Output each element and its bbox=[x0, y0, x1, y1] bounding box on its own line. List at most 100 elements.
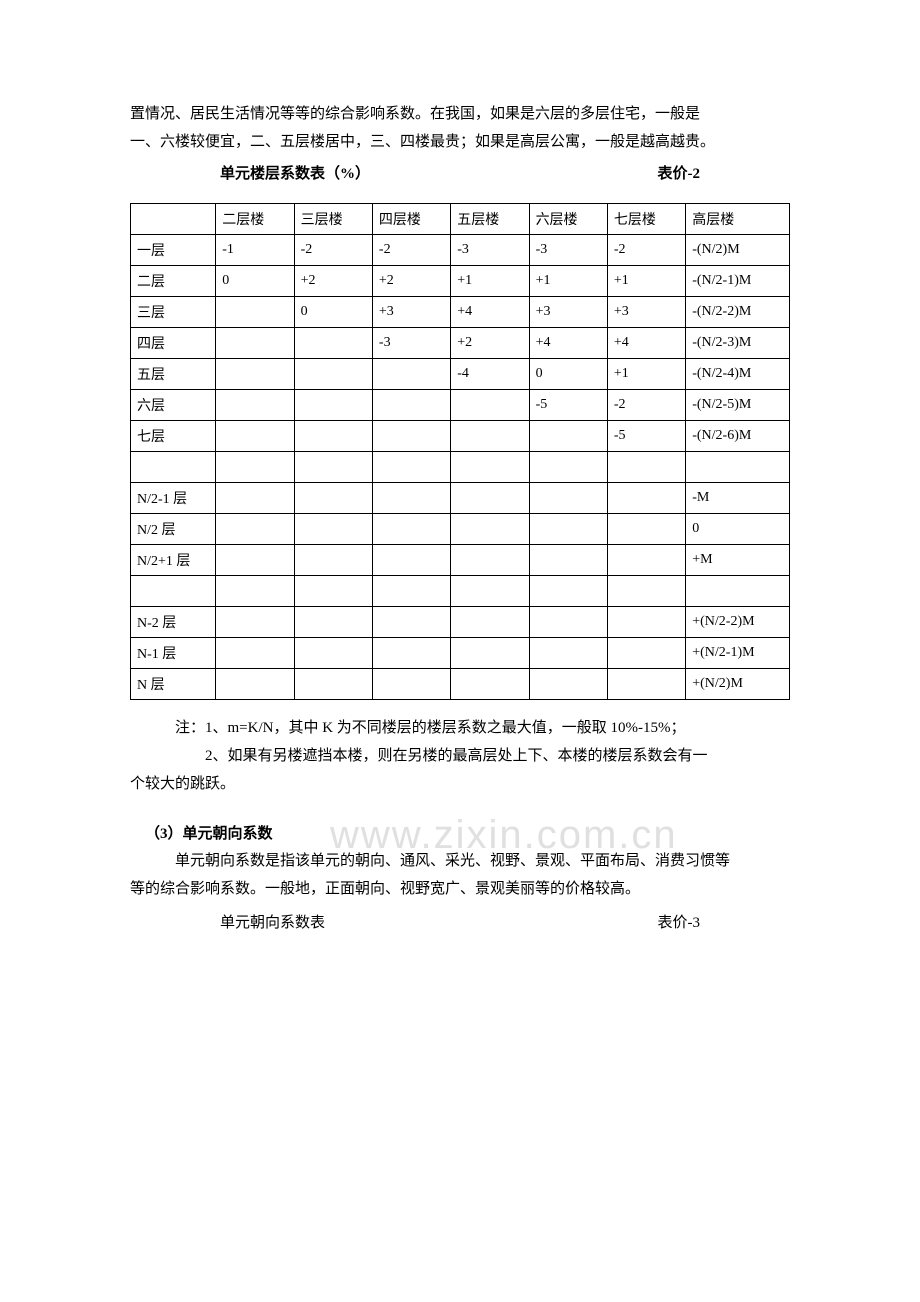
table-cell bbox=[216, 638, 294, 669]
intro-line-1: 置情况、居民生活情况等等的综合影响系数。在我国，如果是六层的多层住宅，一般是 bbox=[130, 100, 790, 128]
table-cell bbox=[529, 638, 607, 669]
table-row: 七层-5-(N/2-6)M bbox=[131, 421, 790, 452]
table-cell bbox=[216, 483, 294, 514]
note-2a: 2、如果有另楼遮挡本楼，则在另楼的最高层处上下、本楼的楼层系数会有一 bbox=[130, 742, 790, 770]
table-cell bbox=[131, 452, 216, 483]
table-cell bbox=[216, 452, 294, 483]
table-cell bbox=[607, 514, 685, 545]
table-row: N/2 层0 bbox=[131, 514, 790, 545]
table-cell: +1 bbox=[607, 359, 685, 390]
table-header-cell: 三层楼 bbox=[294, 204, 372, 235]
table-cell bbox=[607, 638, 685, 669]
table-cell bbox=[216, 359, 294, 390]
table-cell bbox=[607, 452, 685, 483]
table-cell: -2 bbox=[372, 235, 450, 266]
table-cell: +(N/2-1)M bbox=[686, 638, 790, 669]
table-cell bbox=[372, 545, 450, 576]
table-cell: +3 bbox=[529, 297, 607, 328]
table-cell bbox=[294, 669, 372, 700]
table-cell bbox=[372, 452, 450, 483]
table-cell: -3 bbox=[529, 235, 607, 266]
table-cell: +1 bbox=[451, 266, 529, 297]
table-row: 二层0+2+2+1+1+1-(N/2-1)M bbox=[131, 266, 790, 297]
table-cell: -4 bbox=[451, 359, 529, 390]
table-cell bbox=[529, 514, 607, 545]
table-cell: +2 bbox=[372, 266, 450, 297]
table-cell: -(N/2-3)M bbox=[686, 328, 790, 359]
table-cell: +4 bbox=[451, 297, 529, 328]
table-row: 一层-1-2-2-3-3-2-(N/2)M bbox=[131, 235, 790, 266]
table-cell: -5 bbox=[529, 390, 607, 421]
table-cell: N-2 层 bbox=[131, 607, 216, 638]
table-cell bbox=[607, 669, 685, 700]
table-cell bbox=[451, 638, 529, 669]
table-cell bbox=[451, 607, 529, 638]
table-row: N 层 +(N/2)M bbox=[131, 669, 790, 700]
section3-p2: 等的综合影响系数。一般地，正面朝向、视野宽广、景观美丽等的价格较高。 bbox=[130, 875, 790, 903]
table-cell bbox=[216, 297, 294, 328]
table-cell: -2 bbox=[294, 235, 372, 266]
table-cell: -2 bbox=[607, 390, 685, 421]
table2-title: 单元朝向系数表 bbox=[220, 911, 325, 932]
table-cell bbox=[529, 452, 607, 483]
table-cell bbox=[451, 514, 529, 545]
table-cell bbox=[607, 545, 685, 576]
table-cell: 一层 bbox=[131, 235, 216, 266]
table-cell bbox=[294, 638, 372, 669]
table-cell bbox=[294, 545, 372, 576]
table-cell bbox=[372, 390, 450, 421]
table-cell bbox=[216, 421, 294, 452]
table-cell: +(N/2)M bbox=[686, 669, 790, 700]
table-cell bbox=[451, 452, 529, 483]
table1-label: 表价-2 bbox=[658, 162, 701, 183]
note-1: 注：1、m=K/N，其中 K 为不同楼层的楼层系数之最大值，一般取 10%-15… bbox=[130, 714, 790, 742]
table-cell: +2 bbox=[451, 328, 529, 359]
table-cell: +3 bbox=[607, 297, 685, 328]
table-row: 六层-5-2-(N/2-5)M bbox=[131, 390, 790, 421]
table-cell: N/2-1 层 bbox=[131, 483, 216, 514]
table-cell: N/2 层 bbox=[131, 514, 216, 545]
table-row bbox=[131, 452, 790, 483]
table-cell bbox=[216, 545, 294, 576]
table-cell bbox=[294, 421, 372, 452]
table-cell bbox=[607, 483, 685, 514]
table-cell: +(N/2-2)M bbox=[686, 607, 790, 638]
table1-title-row: 单元楼层系数表（%） 表价-2 bbox=[220, 162, 700, 183]
table-row: N/2-1 层-M bbox=[131, 483, 790, 514]
table-cell: +4 bbox=[529, 328, 607, 359]
table-cell bbox=[686, 452, 790, 483]
table-cell bbox=[372, 576, 450, 607]
table-cell: 五层 bbox=[131, 359, 216, 390]
table-cell bbox=[451, 545, 529, 576]
table-cell bbox=[686, 576, 790, 607]
table-cell: -2 bbox=[607, 235, 685, 266]
table-cell: N/2+1 层 bbox=[131, 545, 216, 576]
table-header-cell: 四层楼 bbox=[372, 204, 450, 235]
table-cell bbox=[372, 359, 450, 390]
table-cell: +M bbox=[686, 545, 790, 576]
table-cell: 七层 bbox=[131, 421, 216, 452]
table-cell bbox=[607, 576, 685, 607]
table-header-cell: 高层楼 bbox=[686, 204, 790, 235]
table-cell: +1 bbox=[529, 266, 607, 297]
table1-title: 单元楼层系数表（%） bbox=[220, 162, 370, 183]
floor-coefficient-table: 二层楼 三层楼 四层楼 五层楼 六层楼 七层楼 高层楼 一层-1-2-2-3-3… bbox=[130, 203, 790, 700]
table-cell bbox=[372, 514, 450, 545]
table-cell bbox=[529, 483, 607, 514]
table-cell: N 层 bbox=[131, 669, 216, 700]
table-header-cell bbox=[131, 204, 216, 235]
table-row: N-2 层 +(N/2-2)M bbox=[131, 607, 790, 638]
table-cell bbox=[529, 421, 607, 452]
table-header-cell: 六层楼 bbox=[529, 204, 607, 235]
table-cell: -(N/2-5)M bbox=[686, 390, 790, 421]
table-cell: +2 bbox=[294, 266, 372, 297]
table-cell bbox=[372, 607, 450, 638]
table-cell: -(N/2-6)M bbox=[686, 421, 790, 452]
table-cell bbox=[294, 390, 372, 421]
table-cell bbox=[529, 669, 607, 700]
table-row: 五层-40+1-(N/2-4)M bbox=[131, 359, 790, 390]
table-cell bbox=[451, 483, 529, 514]
table-cell bbox=[216, 576, 294, 607]
table-cell bbox=[451, 669, 529, 700]
table-cell: 二层 bbox=[131, 266, 216, 297]
